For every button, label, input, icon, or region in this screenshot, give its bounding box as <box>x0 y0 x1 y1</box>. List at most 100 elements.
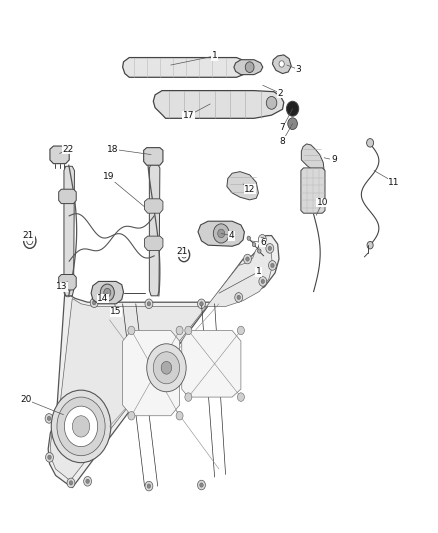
Circle shape <box>266 244 274 253</box>
Text: 15: 15 <box>110 308 122 316</box>
Circle shape <box>64 287 72 297</box>
Text: 18: 18 <box>107 145 119 154</box>
Circle shape <box>198 299 205 309</box>
Text: 12: 12 <box>244 185 255 193</box>
Circle shape <box>245 62 254 72</box>
Circle shape <box>147 302 151 306</box>
Circle shape <box>104 288 111 297</box>
Text: 21: 21 <box>23 231 34 240</box>
Text: 17: 17 <box>183 111 194 120</box>
Circle shape <box>266 96 277 109</box>
Text: 14: 14 <box>97 294 109 303</box>
Text: 22: 22 <box>62 145 74 154</box>
Circle shape <box>128 411 135 420</box>
Circle shape <box>286 101 299 116</box>
Circle shape <box>181 252 187 258</box>
Polygon shape <box>48 236 279 488</box>
Circle shape <box>100 284 114 301</box>
Polygon shape <box>50 146 69 164</box>
Circle shape <box>86 479 89 483</box>
Polygon shape <box>198 221 244 246</box>
Polygon shape <box>91 281 124 304</box>
Circle shape <box>69 481 73 485</box>
Circle shape <box>198 480 205 490</box>
Circle shape <box>259 277 267 286</box>
Circle shape <box>279 61 284 67</box>
Text: 13: 13 <box>57 282 68 291</box>
Text: 19: 19 <box>103 173 114 181</box>
Circle shape <box>153 352 180 384</box>
Text: 1: 1 <box>212 52 218 60</box>
Circle shape <box>200 483 203 487</box>
Text: 11: 11 <box>389 178 400 187</box>
Text: 21: 21 <box>176 247 187 256</box>
Circle shape <box>213 224 229 243</box>
Circle shape <box>176 326 183 335</box>
Text: 20: 20 <box>21 395 32 404</box>
Circle shape <box>46 453 53 462</box>
Circle shape <box>90 298 98 308</box>
Polygon shape <box>272 55 291 74</box>
Polygon shape <box>64 166 74 296</box>
Circle shape <box>27 237 33 245</box>
Circle shape <box>246 257 249 261</box>
Circle shape <box>268 246 272 251</box>
Circle shape <box>252 243 256 247</box>
Polygon shape <box>301 144 324 173</box>
Circle shape <box>57 397 105 456</box>
Circle shape <box>247 236 251 240</box>
Circle shape <box>288 118 297 130</box>
Text: 10: 10 <box>317 198 328 207</box>
Circle shape <box>45 414 53 423</box>
Circle shape <box>72 416 90 437</box>
Polygon shape <box>227 172 258 200</box>
Circle shape <box>67 478 75 488</box>
Circle shape <box>48 455 51 459</box>
Polygon shape <box>301 168 325 213</box>
Polygon shape <box>234 60 263 75</box>
Polygon shape <box>123 330 180 416</box>
Circle shape <box>185 326 192 335</box>
Circle shape <box>178 248 190 262</box>
Text: 3: 3 <box>295 65 301 74</box>
Circle shape <box>84 477 92 486</box>
Circle shape <box>258 249 261 253</box>
Polygon shape <box>59 274 76 290</box>
Circle shape <box>237 326 244 335</box>
Circle shape <box>261 279 265 284</box>
Polygon shape <box>50 245 272 481</box>
Polygon shape <box>145 199 163 213</box>
Circle shape <box>47 416 51 421</box>
Text: 4: 4 <box>229 231 234 240</box>
Circle shape <box>244 254 251 264</box>
Circle shape <box>92 301 96 305</box>
Circle shape <box>271 263 274 268</box>
Text: 1: 1 <box>255 268 261 276</box>
Circle shape <box>235 293 243 302</box>
Circle shape <box>64 406 98 447</box>
Circle shape <box>147 484 151 488</box>
Circle shape <box>200 302 203 306</box>
Text: 2: 2 <box>278 89 283 98</box>
Polygon shape <box>144 148 163 165</box>
Circle shape <box>161 361 172 374</box>
Circle shape <box>268 261 276 270</box>
Polygon shape <box>59 189 76 204</box>
Circle shape <box>237 393 244 401</box>
Circle shape <box>145 481 153 491</box>
Circle shape <box>176 411 183 420</box>
Text: 7: 7 <box>279 124 286 132</box>
Circle shape <box>147 344 186 392</box>
Polygon shape <box>182 330 241 397</box>
Circle shape <box>218 229 225 238</box>
Circle shape <box>66 290 70 294</box>
Circle shape <box>261 237 264 241</box>
Circle shape <box>128 326 135 335</box>
Circle shape <box>51 390 111 463</box>
Circle shape <box>145 299 153 309</box>
Circle shape <box>24 233 36 248</box>
Text: 8: 8 <box>279 137 286 146</box>
Polygon shape <box>153 91 284 118</box>
Polygon shape <box>145 236 163 251</box>
Circle shape <box>367 241 373 249</box>
